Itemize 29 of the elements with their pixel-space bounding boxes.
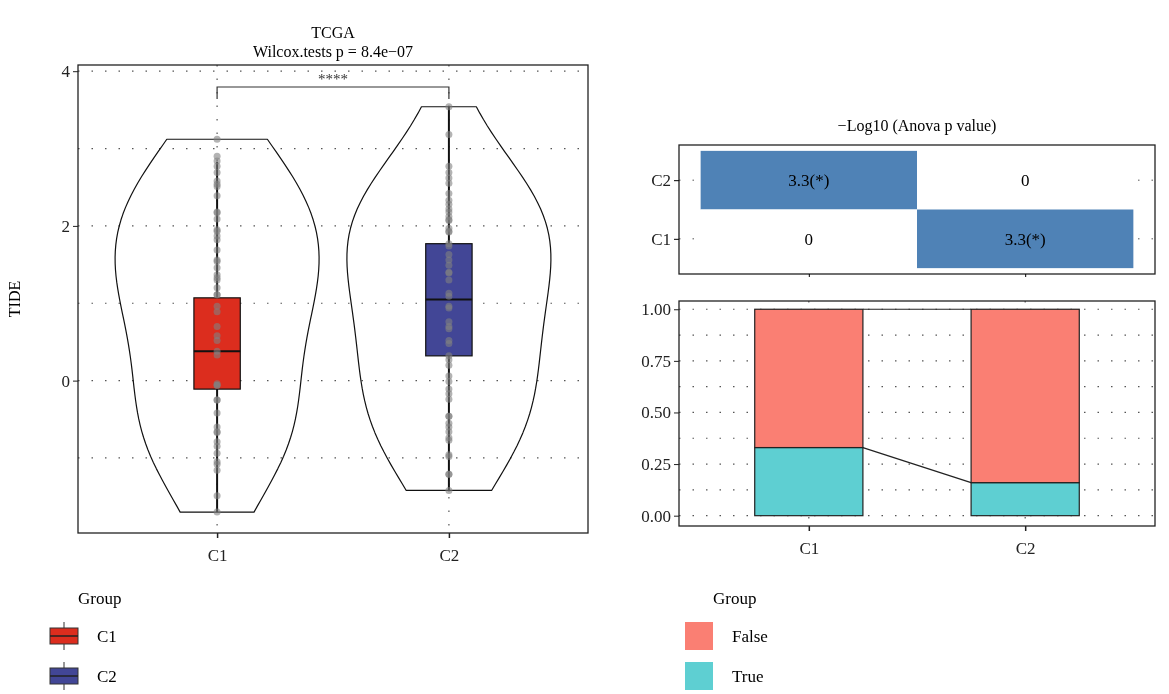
chart-title: −Log10 (Anova p value)	[837, 117, 997, 135]
x-tick-label: C1	[207, 546, 228, 566]
legend-label: True	[732, 667, 764, 686]
annotation: ****	[318, 71, 348, 87]
y-tick-label: C1	[651, 229, 671, 249]
y-tick-label: 4	[61, 62, 71, 82]
legend-title: Group	[78, 589, 122, 608]
data-label: 3.3(*)	[1004, 229, 1046, 249]
legend-label: False	[732, 627, 768, 646]
legend-title: Group	[713, 589, 757, 608]
x-tick-label: C2	[1015, 539, 1036, 559]
y-tick-label: 0.75	[641, 351, 671, 371]
y-tick-label: 2	[61, 216, 70, 236]
y-tick-label: 0.50	[641, 403, 671, 423]
y-tick-label: 0.00	[641, 506, 671, 526]
y-tick-label: 0.25	[641, 455, 671, 475]
y-tick-label: 1.00	[641, 300, 671, 320]
data-label: 0	[1020, 171, 1030, 191]
y-tick-label: C2	[651, 171, 671, 191]
chart-title: TCGA	[311, 24, 356, 41]
x-tick-label: C2	[439, 546, 460, 566]
data-label: 0	[804, 229, 814, 249]
y-tick-label: 0	[61, 371, 70, 391]
data-label: 3.3(*)	[788, 171, 830, 191]
y-axis-title: TIDE	[6, 280, 23, 318]
legend-label: C1	[97, 627, 117, 646]
chart-subtitle: Wilcox.tests p = 8.4e−07	[252, 43, 414, 61]
legend-label: C2	[97, 667, 117, 686]
x-tick-label: C1	[799, 539, 820, 559]
